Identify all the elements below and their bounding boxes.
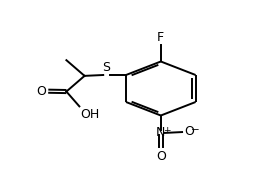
Text: +: + xyxy=(163,126,170,135)
Text: O: O xyxy=(185,125,194,138)
Text: O: O xyxy=(36,85,46,98)
Text: OH: OH xyxy=(80,108,99,121)
Text: F: F xyxy=(157,31,164,44)
Text: −: − xyxy=(191,125,200,135)
Text: O: O xyxy=(156,150,166,163)
Text: N: N xyxy=(156,126,166,139)
Text: S: S xyxy=(102,61,111,74)
